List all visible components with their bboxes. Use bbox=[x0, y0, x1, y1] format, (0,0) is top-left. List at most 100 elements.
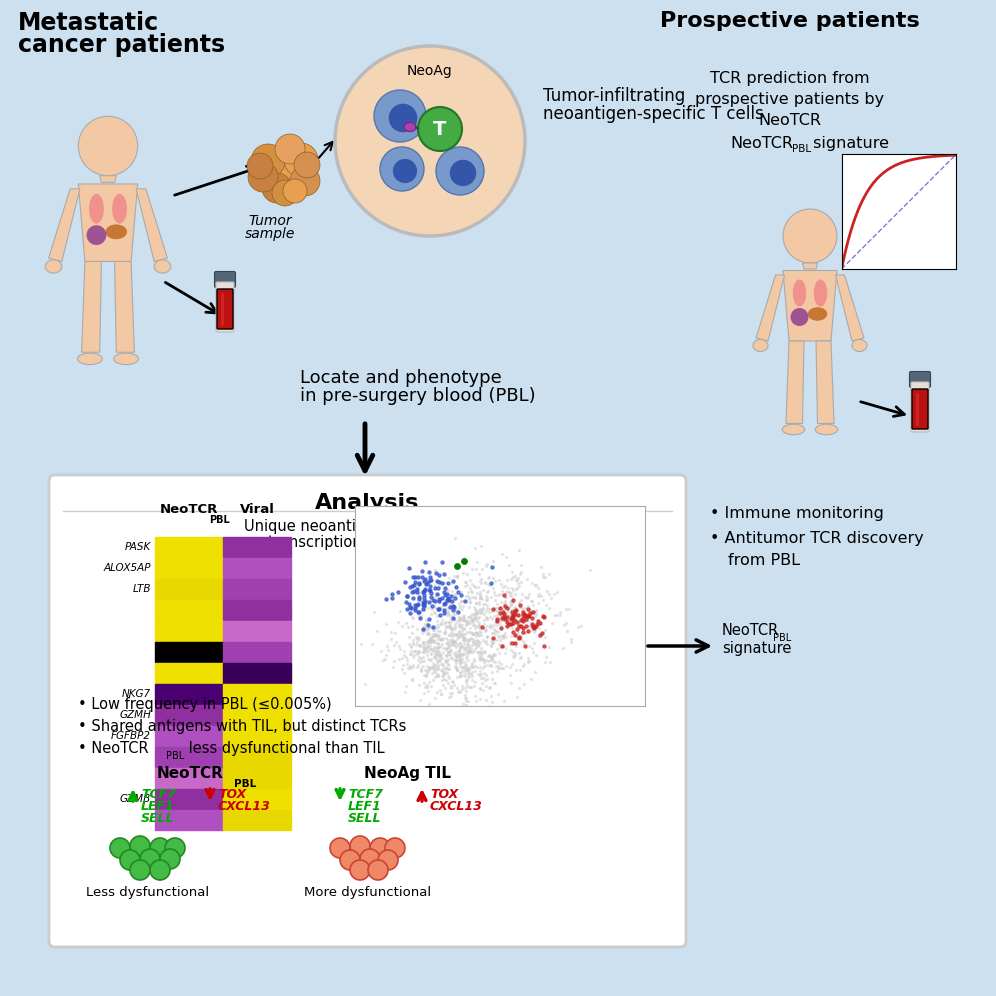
Point bbox=[527, 609, 543, 624]
Point bbox=[459, 648, 475, 664]
Point bbox=[453, 639, 469, 655]
Point bbox=[466, 602, 482, 618]
Point bbox=[471, 596, 487, 612]
Point bbox=[411, 576, 427, 592]
Point bbox=[468, 636, 484, 652]
Point bbox=[452, 665, 468, 681]
Point bbox=[453, 653, 469, 669]
Point bbox=[430, 667, 446, 683]
Point bbox=[405, 657, 421, 673]
Point bbox=[505, 582, 521, 598]
Point bbox=[464, 664, 480, 680]
Point bbox=[476, 617, 492, 632]
Point bbox=[496, 607, 512, 622]
Point bbox=[394, 619, 410, 634]
Point bbox=[456, 639, 472, 655]
Point bbox=[461, 592, 477, 608]
Point bbox=[463, 678, 479, 694]
Point bbox=[427, 642, 443, 658]
Point bbox=[485, 553, 501, 569]
Bar bbox=[223, 726, 291, 746]
Bar bbox=[155, 621, 223, 641]
Point bbox=[520, 650, 536, 666]
Bar bbox=[155, 789, 223, 809]
Polygon shape bbox=[79, 184, 137, 262]
Point bbox=[423, 619, 439, 634]
Point bbox=[516, 621, 532, 636]
Circle shape bbox=[436, 147, 484, 195]
Point bbox=[534, 560, 550, 576]
Point bbox=[406, 643, 422, 659]
Point bbox=[493, 621, 509, 636]
Point bbox=[481, 601, 497, 617]
Circle shape bbox=[110, 838, 130, 858]
Point bbox=[410, 604, 426, 620]
Point bbox=[428, 643, 444, 659]
Point bbox=[436, 584, 452, 600]
Point bbox=[409, 586, 425, 602]
Point bbox=[423, 628, 439, 644]
Point bbox=[408, 622, 424, 637]
Point bbox=[460, 666, 476, 682]
Ellipse shape bbox=[808, 307, 828, 321]
Point bbox=[517, 590, 533, 606]
Circle shape bbox=[380, 147, 424, 191]
Point bbox=[442, 596, 458, 612]
Point bbox=[479, 584, 495, 600]
Ellipse shape bbox=[852, 340, 867, 352]
Point bbox=[510, 608, 526, 623]
Point bbox=[513, 592, 529, 608]
Point bbox=[433, 656, 449, 672]
Point bbox=[471, 636, 487, 652]
Point bbox=[497, 612, 513, 627]
Point bbox=[520, 609, 536, 624]
Polygon shape bbox=[756, 275, 785, 341]
Point bbox=[492, 639, 508, 655]
Point bbox=[496, 597, 512, 613]
Point bbox=[473, 627, 489, 643]
Point bbox=[511, 680, 527, 696]
Point bbox=[416, 621, 432, 636]
Point bbox=[417, 668, 433, 684]
Point bbox=[419, 577, 435, 593]
Point bbox=[463, 624, 479, 640]
Point bbox=[429, 586, 445, 602]
Point bbox=[449, 627, 465, 643]
Point bbox=[487, 592, 503, 608]
Point bbox=[457, 574, 473, 590]
Circle shape bbox=[140, 849, 160, 869]
Point bbox=[430, 567, 446, 583]
Point bbox=[446, 568, 462, 584]
Point bbox=[455, 696, 471, 712]
Point bbox=[468, 561, 484, 577]
Point bbox=[495, 609, 511, 624]
Point bbox=[404, 578, 420, 594]
Point bbox=[528, 577, 544, 593]
Point bbox=[379, 638, 395, 654]
Point bbox=[454, 623, 470, 639]
Point bbox=[488, 600, 504, 616]
Point bbox=[494, 546, 510, 562]
Point bbox=[409, 597, 425, 613]
Point bbox=[445, 633, 461, 649]
Point bbox=[391, 604, 407, 620]
Point bbox=[493, 595, 509, 611]
Point bbox=[446, 632, 462, 648]
Point bbox=[428, 646, 444, 662]
Point bbox=[477, 622, 493, 638]
Point bbox=[418, 640, 434, 656]
Point bbox=[464, 643, 480, 659]
Point bbox=[479, 671, 495, 687]
Point bbox=[462, 573, 478, 589]
Point bbox=[441, 643, 457, 659]
Point bbox=[434, 554, 450, 570]
Point bbox=[477, 597, 493, 613]
Point bbox=[458, 656, 474, 672]
Point bbox=[487, 647, 503, 663]
Point bbox=[523, 594, 539, 610]
Point bbox=[435, 666, 451, 682]
Point bbox=[394, 657, 410, 673]
Point bbox=[442, 643, 458, 659]
Point bbox=[400, 561, 416, 577]
Point bbox=[488, 603, 504, 619]
